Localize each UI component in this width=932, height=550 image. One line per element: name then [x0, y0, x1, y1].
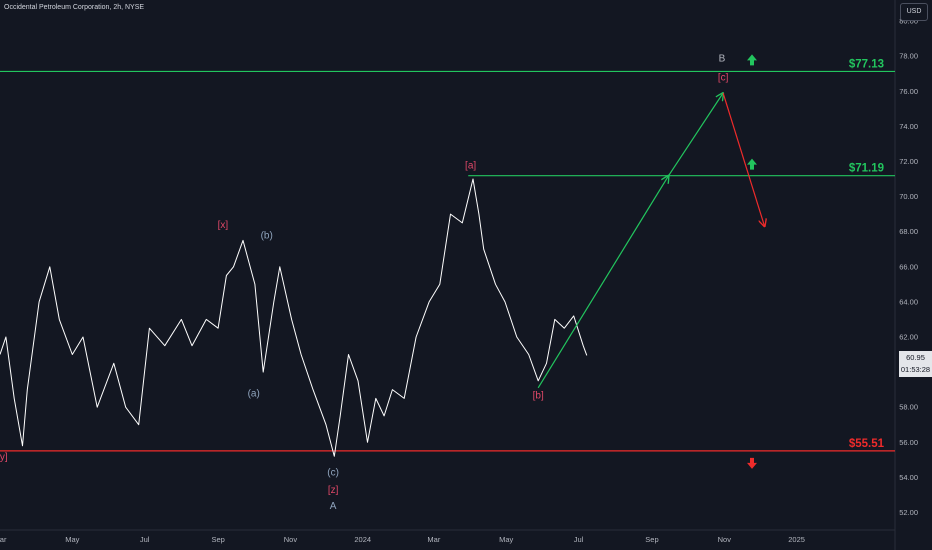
wave-label: A — [330, 501, 337, 512]
time-axis[interactable]: Mar May Jul Sep Nov 2024 Mar May Jul Sep Nov 2025 — [0, 535, 805, 544]
x-tick-label: Nov — [284, 535, 298, 544]
level-label: $55.51 — [849, 438, 885, 450]
x-tick-label: Mar — [0, 535, 7, 544]
projection-arrow — [668, 93, 724, 177]
x-tick-label: May — [499, 535, 513, 544]
currency-button[interactable]: USD — [900, 3, 928, 21]
wave-label: [y] — [0, 452, 8, 463]
x-tick-label: May — [65, 535, 79, 544]
x-tick-label: Mar — [427, 535, 440, 544]
x-tick-label: 2025 — [788, 535, 805, 544]
x-tick-label: Nov — [718, 535, 732, 544]
y-tick-label: 80.00 — [899, 17, 918, 26]
level-label: $71.19 — [849, 163, 884, 175]
y-tick-label: 62.00 — [899, 332, 918, 341]
level-label: $77.13 — [849, 58, 884, 70]
last-price-value: 60.95 — [906, 353, 925, 362]
price-series-line — [0, 178, 588, 457]
y-tick-label: 52.00 — [899, 508, 918, 517]
x-tick-label: Sep — [211, 535, 224, 544]
y-tick-label: 74.00 — [899, 122, 918, 131]
wave-label: [c] — [718, 73, 729, 84]
wave-label: [b] — [533, 390, 544, 401]
y-tick-label: 78.00 — [899, 52, 918, 61]
y-tick-label: 54.00 — [899, 473, 918, 482]
x-tick-label: Jul — [140, 535, 150, 544]
y-tick-label: 70.00 — [899, 192, 918, 201]
arrow-up-icon — [747, 54, 757, 66]
wave-label: [a] — [465, 160, 476, 171]
wave-label: (c) — [327, 468, 339, 479]
y-tick-label: 58.00 — [899, 403, 918, 412]
y-tick-label: 66.00 — [899, 262, 918, 271]
y-tick-label: 76.00 — [899, 87, 918, 96]
y-tick-label: 64.00 — [899, 297, 918, 306]
wave-label: (a) — [248, 389, 260, 400]
bar-countdown: 01:53:28 — [900, 365, 931, 374]
wave-label: [x] — [218, 220, 229, 231]
x-tick-label: 2024 — [354, 535, 371, 544]
symbol-title: Occidental Petroleum Corporation, 2h, NY… — [4, 4, 145, 11]
wave-label: [z] — [328, 485, 339, 496]
y-tick-label: 72.00 — [899, 157, 918, 166]
wave-label: B — [719, 53, 726, 64]
arrow-up-icon — [747, 158, 757, 170]
arrow-down-icon — [747, 457, 757, 469]
last-price-tag: 60.95 01:53:28 — [899, 351, 932, 377]
x-tick-label: Jul — [574, 535, 584, 544]
x-tick-label: Sep — [645, 535, 658, 544]
y-tick-label: 68.00 — [899, 227, 918, 236]
projection-arrow — [722, 92, 764, 226]
y-tick-label: 56.00 — [899, 438, 918, 447]
wave-label: (b) — [261, 231, 273, 242]
projection-arrow — [537, 176, 668, 389]
price-axis[interactable]: 80.00 78.00 76.00 74.00 72.00 70.00 68.00 66.00… — [899, 17, 918, 517]
